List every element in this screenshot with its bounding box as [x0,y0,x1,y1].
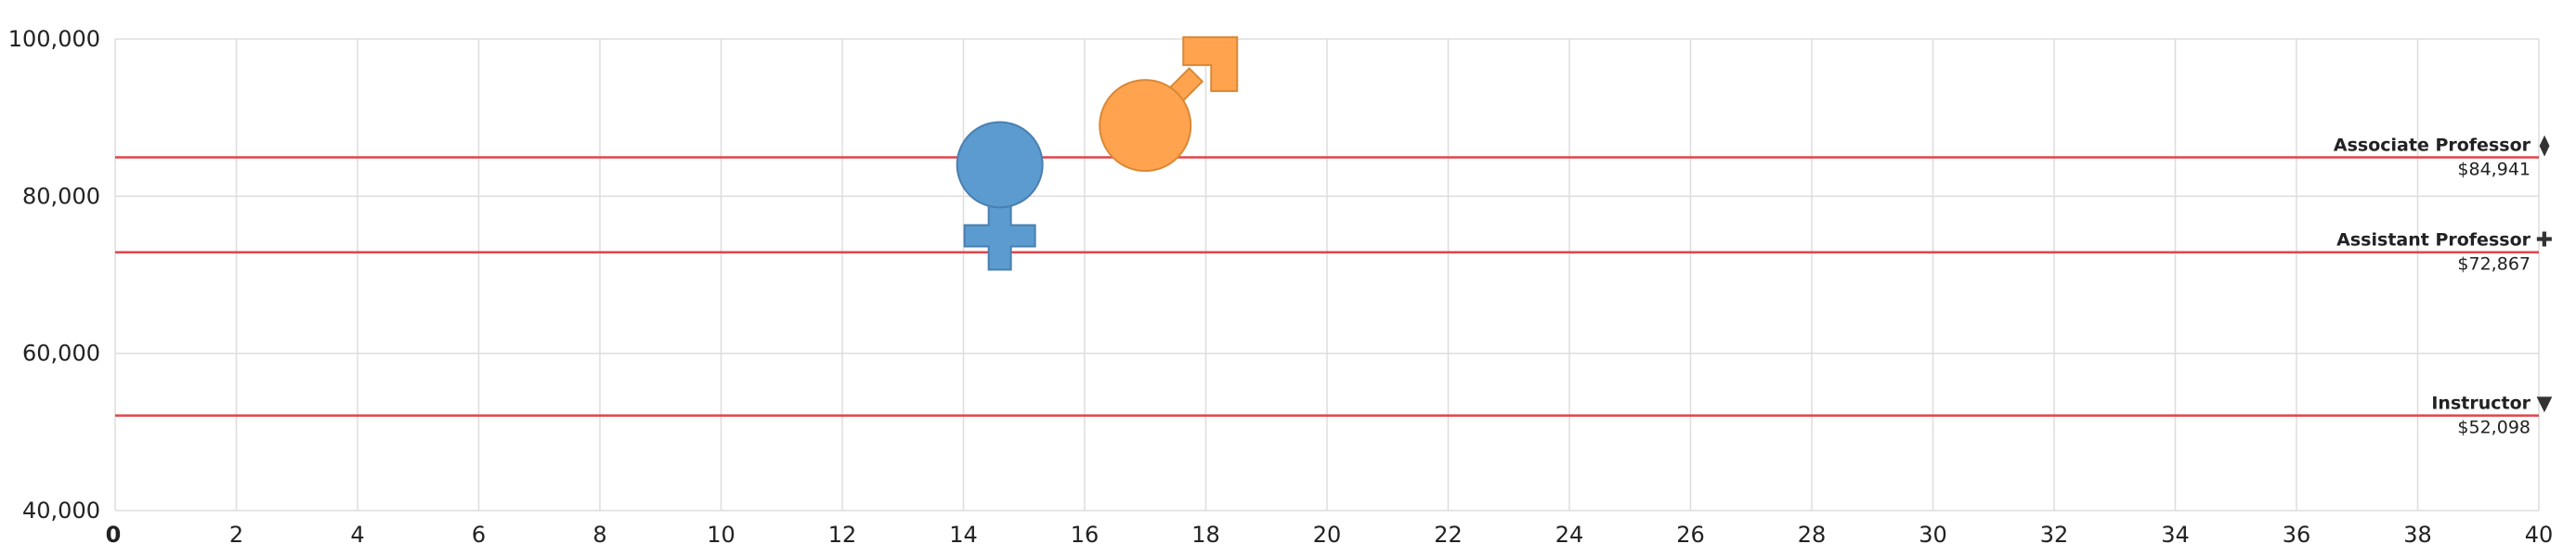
x-tick-label: 30 [1919,522,1947,548]
male-symbol-icon [1099,79,1192,173]
x-tick-label: 2 [229,522,243,548]
triangle-down-icon: ▼ [2537,393,2553,416]
reference-line-value: $72,867 [2457,254,2530,275]
x-tick-label: 28 [1798,522,1827,548]
x-tick-label: 12 [828,522,857,548]
x-tick-label: 4 [350,522,364,548]
x-tick-label: 38 [2403,522,2432,548]
x-tick-label: 24 [1555,522,1584,548]
female-symbol-icon [956,121,1044,209]
x-tick-label: 6 [472,522,486,548]
x-tick-label: 40 [2525,522,2554,548]
y-tick-label: 60,000 [22,341,100,367]
reference-line-label: Instructor [2431,394,2530,414]
male-symbol-point [1099,36,1239,173]
female-symbol-cross [963,199,1036,271]
diamond-icon: ⧫ [2540,134,2550,157]
x-tick-label: 20 [1313,522,1342,548]
x-axis-ticks: 0 2 4 6 8 10 12 14 16 18 20 22 24 26 28 30 32 34 36 38 40 [106,522,2554,548]
reference-lines [115,156,2539,417]
x-tick-label: 18 [1191,522,1220,548]
grid [114,38,2540,512]
x-tick-label: 16 [1071,522,1099,548]
x-tick-label: 10 [707,522,735,548]
reference-line-label: Associate Professor [2334,135,2531,155]
x-tick-label: 0 [106,522,122,548]
x-tick-label: 36 [2283,522,2311,548]
y-tick-label: 80,000 [22,183,100,209]
reference-labels: Associate Professor $84,941 ⧫ Assistant Pro… [2334,134,2553,437]
reference-line-value: $52,098 [2457,418,2530,438]
y-tick-label: 100,000 [8,26,100,52]
y-tick-label: 40,000 [22,498,100,524]
x-tick-label: 32 [2040,522,2069,548]
female-symbol-point [956,121,1044,271]
plus-icon: ✚ [2536,229,2553,253]
x-tick-label: 8 [592,522,606,548]
x-tick-label: 34 [2161,522,2190,548]
reference-line-label: Assistant Professor [2336,230,2530,251]
reference-line-value: $84,941 [2457,159,2530,179]
x-tick-label: 22 [1434,522,1463,548]
male-symbol-arrowhead [1182,36,1239,93]
x-tick-label: 26 [1676,522,1705,548]
y-axis-ticks: 40,000 60,000 80,000 100,000 [8,26,100,524]
data-points [956,36,1239,271]
x-tick-label: 14 [949,522,978,548]
